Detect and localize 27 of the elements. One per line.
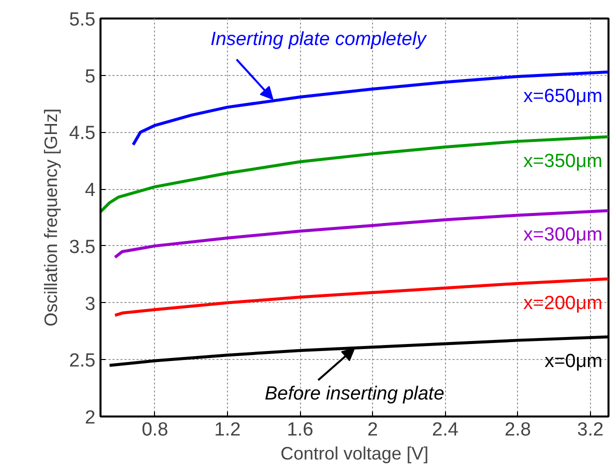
x-tick-label: 1.6 <box>286 420 314 440</box>
x-tick-label: 3.2 <box>577 420 604 440</box>
series-label: x=200μm <box>523 292 603 314</box>
x-tick-label: 2.4 <box>432 420 459 440</box>
x-tick-label: 0.8 <box>142 420 168 440</box>
y-tick-label: 3 <box>84 294 96 315</box>
y-tick-label: 4 <box>84 180 96 202</box>
annotation: Before inserting plate <box>264 384 444 405</box>
line-series <box>132 70 608 146</box>
y-tick-label: 2.5 <box>69 350 96 372</box>
y-axis-title: Oscillation frequency [GHz] <box>41 108 62 327</box>
y-tick-label: 5 <box>84 66 96 88</box>
y-tick-label: 3.5 <box>69 236 96 258</box>
y-tick-label: 4.5 <box>69 123 96 144</box>
line-series <box>114 277 608 317</box>
x-tick-label: 2.8 <box>504 420 531 440</box>
annotation: Inserting plate completely <box>210 29 428 50</box>
line-series <box>114 209 608 259</box>
x-tick-label: 2 <box>367 420 378 440</box>
series-label: x=0μm <box>544 350 602 372</box>
x-tick-label: 1.2 <box>214 420 241 440</box>
series-label: x=300μm <box>523 224 603 246</box>
series-label: x=650μm <box>523 86 603 107</box>
x-axis-title: Control voltage [V] <box>280 444 429 464</box>
line-series <box>100 135 608 214</box>
series-label: x=350μm <box>523 150 603 172</box>
y-tick-label: 5.5 <box>69 10 96 30</box>
